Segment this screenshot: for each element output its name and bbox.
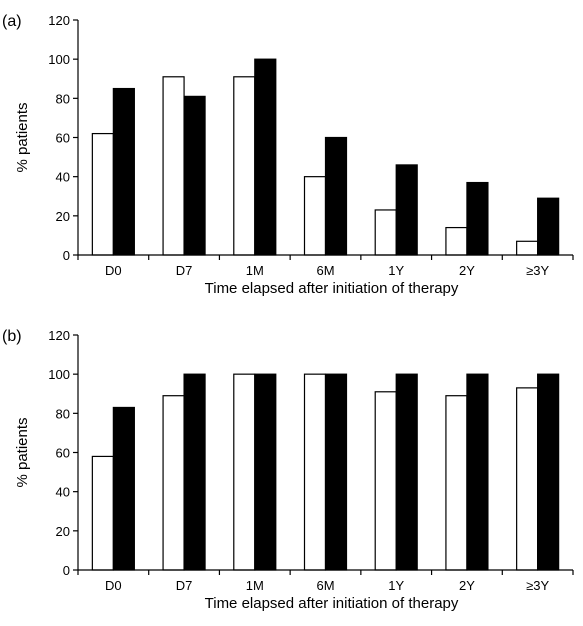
panel-b-label: (b) bbox=[2, 328, 22, 345]
panel-a-bar-D7-series-2 bbox=[183, 95, 206, 256]
panel-a-y-tick-label-80: 80 bbox=[56, 91, 70, 106]
panel-a-bar-1M-series-1 bbox=[233, 76, 256, 256]
panel-b-y-tick-label-20: 20 bbox=[56, 524, 70, 539]
panel-b-bar-6M-series-1 bbox=[303, 373, 327, 571]
panel-b-bar-D7-series-1 bbox=[162, 395, 185, 571]
panel-a-bar-1M-series-2 bbox=[254, 58, 277, 256]
panel-a-bar-D7-series-1 bbox=[162, 76, 185, 256]
panel-a-x-tick-label-1M: 1M bbox=[246, 263, 264, 278]
panel-a-y-tick-label-100: 100 bbox=[48, 52, 70, 67]
panel-b-y-tick-label-0: 0 bbox=[63, 563, 70, 578]
panel-a-y-tick-label-120: 120 bbox=[48, 13, 70, 28]
panel-a-y-tick-label-60: 60 bbox=[56, 131, 70, 146]
panel-a-label: (a) bbox=[2, 13, 22, 30]
panel-a-y-tick-label-0: 0 bbox=[63, 248, 70, 263]
panel-a-bar-D0-series-1 bbox=[91, 132, 114, 256]
panel-a-x-tick-label-1Y: 1Y bbox=[388, 263, 404, 278]
panel-b-x-tick-label-D7: D7 bbox=[176, 578, 193, 593]
panel-b-bar-1Y-series-1 bbox=[374, 391, 397, 571]
panel-b-bar-2Y-series-2 bbox=[466, 373, 489, 571]
panel-a-bar-1Y-series-2 bbox=[395, 164, 418, 256]
panel-a-y-tick-label-40: 40 bbox=[56, 170, 70, 185]
panel-a-bar-1Y-series-1 bbox=[374, 209, 397, 256]
panel-a-bar-6M-series-1 bbox=[303, 176, 327, 256]
panel-b-bar-1M-series-2 bbox=[254, 373, 277, 571]
panel-b-bar-2Y-series-1 bbox=[445, 395, 468, 571]
panel-a-x-axis-title: Time elapsed after initiation of therapy bbox=[205, 280, 459, 297]
panel-b-bar-≥3Y-series-2 bbox=[537, 373, 560, 571]
panel-a-bar-D0-series-2 bbox=[112, 87, 135, 256]
panel-b-x-tick-label-1M: 1M bbox=[246, 578, 264, 593]
panel-b-x-tick-label-D0: D0 bbox=[105, 578, 122, 593]
panel-b-bar-1M-series-1 bbox=[233, 373, 256, 571]
panel-b-bar-D0-series-2 bbox=[112, 406, 135, 571]
panel-b-y-tick-label-120: 120 bbox=[48, 328, 70, 343]
panel-a-bar-2Y-series-2 bbox=[466, 181, 489, 256]
panel-a-x-tick-label-6M: 6M bbox=[316, 263, 334, 278]
panel-a-bar-6M-series-2 bbox=[324, 136, 348, 256]
panel-b-bar-6M-series-2 bbox=[324, 373, 348, 571]
panel-b-y-axis-title: % patients bbox=[14, 417, 31, 487]
panel-b-bar-≥3Y-series-1 bbox=[516, 387, 539, 571]
panel-b-x-axis-title: Time elapsed after initiation of therapy bbox=[205, 595, 459, 612]
panel-b-y-tick-label-80: 80 bbox=[56, 406, 70, 421]
panel-b-x-tick-label-≥3Y: ≥3Y bbox=[526, 578, 549, 593]
panel-a-x-tick-label-≥3Y: ≥3Y bbox=[526, 263, 549, 278]
panel-b-bar-D0-series-1 bbox=[91, 455, 114, 571]
panel-a-bar-≥3Y-series-2 bbox=[537, 197, 560, 256]
panel-a-x-tick-label-2Y: 2Y bbox=[459, 263, 475, 278]
panel-b-y-tick-label-40: 40 bbox=[56, 485, 70, 500]
panel-a-y-tick-label-20: 20 bbox=[56, 209, 70, 224]
panel-b-x-tick-label-1Y: 1Y bbox=[388, 578, 404, 593]
panel-b-bar-D7-series-2 bbox=[183, 373, 206, 571]
panel-b-bar-1Y-series-2 bbox=[395, 373, 418, 571]
panel-b-x-tick-label-6M: 6M bbox=[316, 578, 334, 593]
panel-b-y-tick-label-60: 60 bbox=[56, 446, 70, 461]
panel-a-x-tick-label-D0: D0 bbox=[105, 263, 122, 278]
panel-b-y-tick-label-100: 100 bbox=[48, 367, 70, 382]
panel-a-bar-≥3Y-series-1 bbox=[516, 240, 539, 256]
panel-a-x-tick-label-D7: D7 bbox=[176, 263, 193, 278]
panel-b-x-tick-label-2Y: 2Y bbox=[459, 578, 475, 593]
panel-a-bar-2Y-series-1 bbox=[445, 226, 468, 256]
panel-a-y-axis-title: % patients bbox=[14, 102, 31, 172]
